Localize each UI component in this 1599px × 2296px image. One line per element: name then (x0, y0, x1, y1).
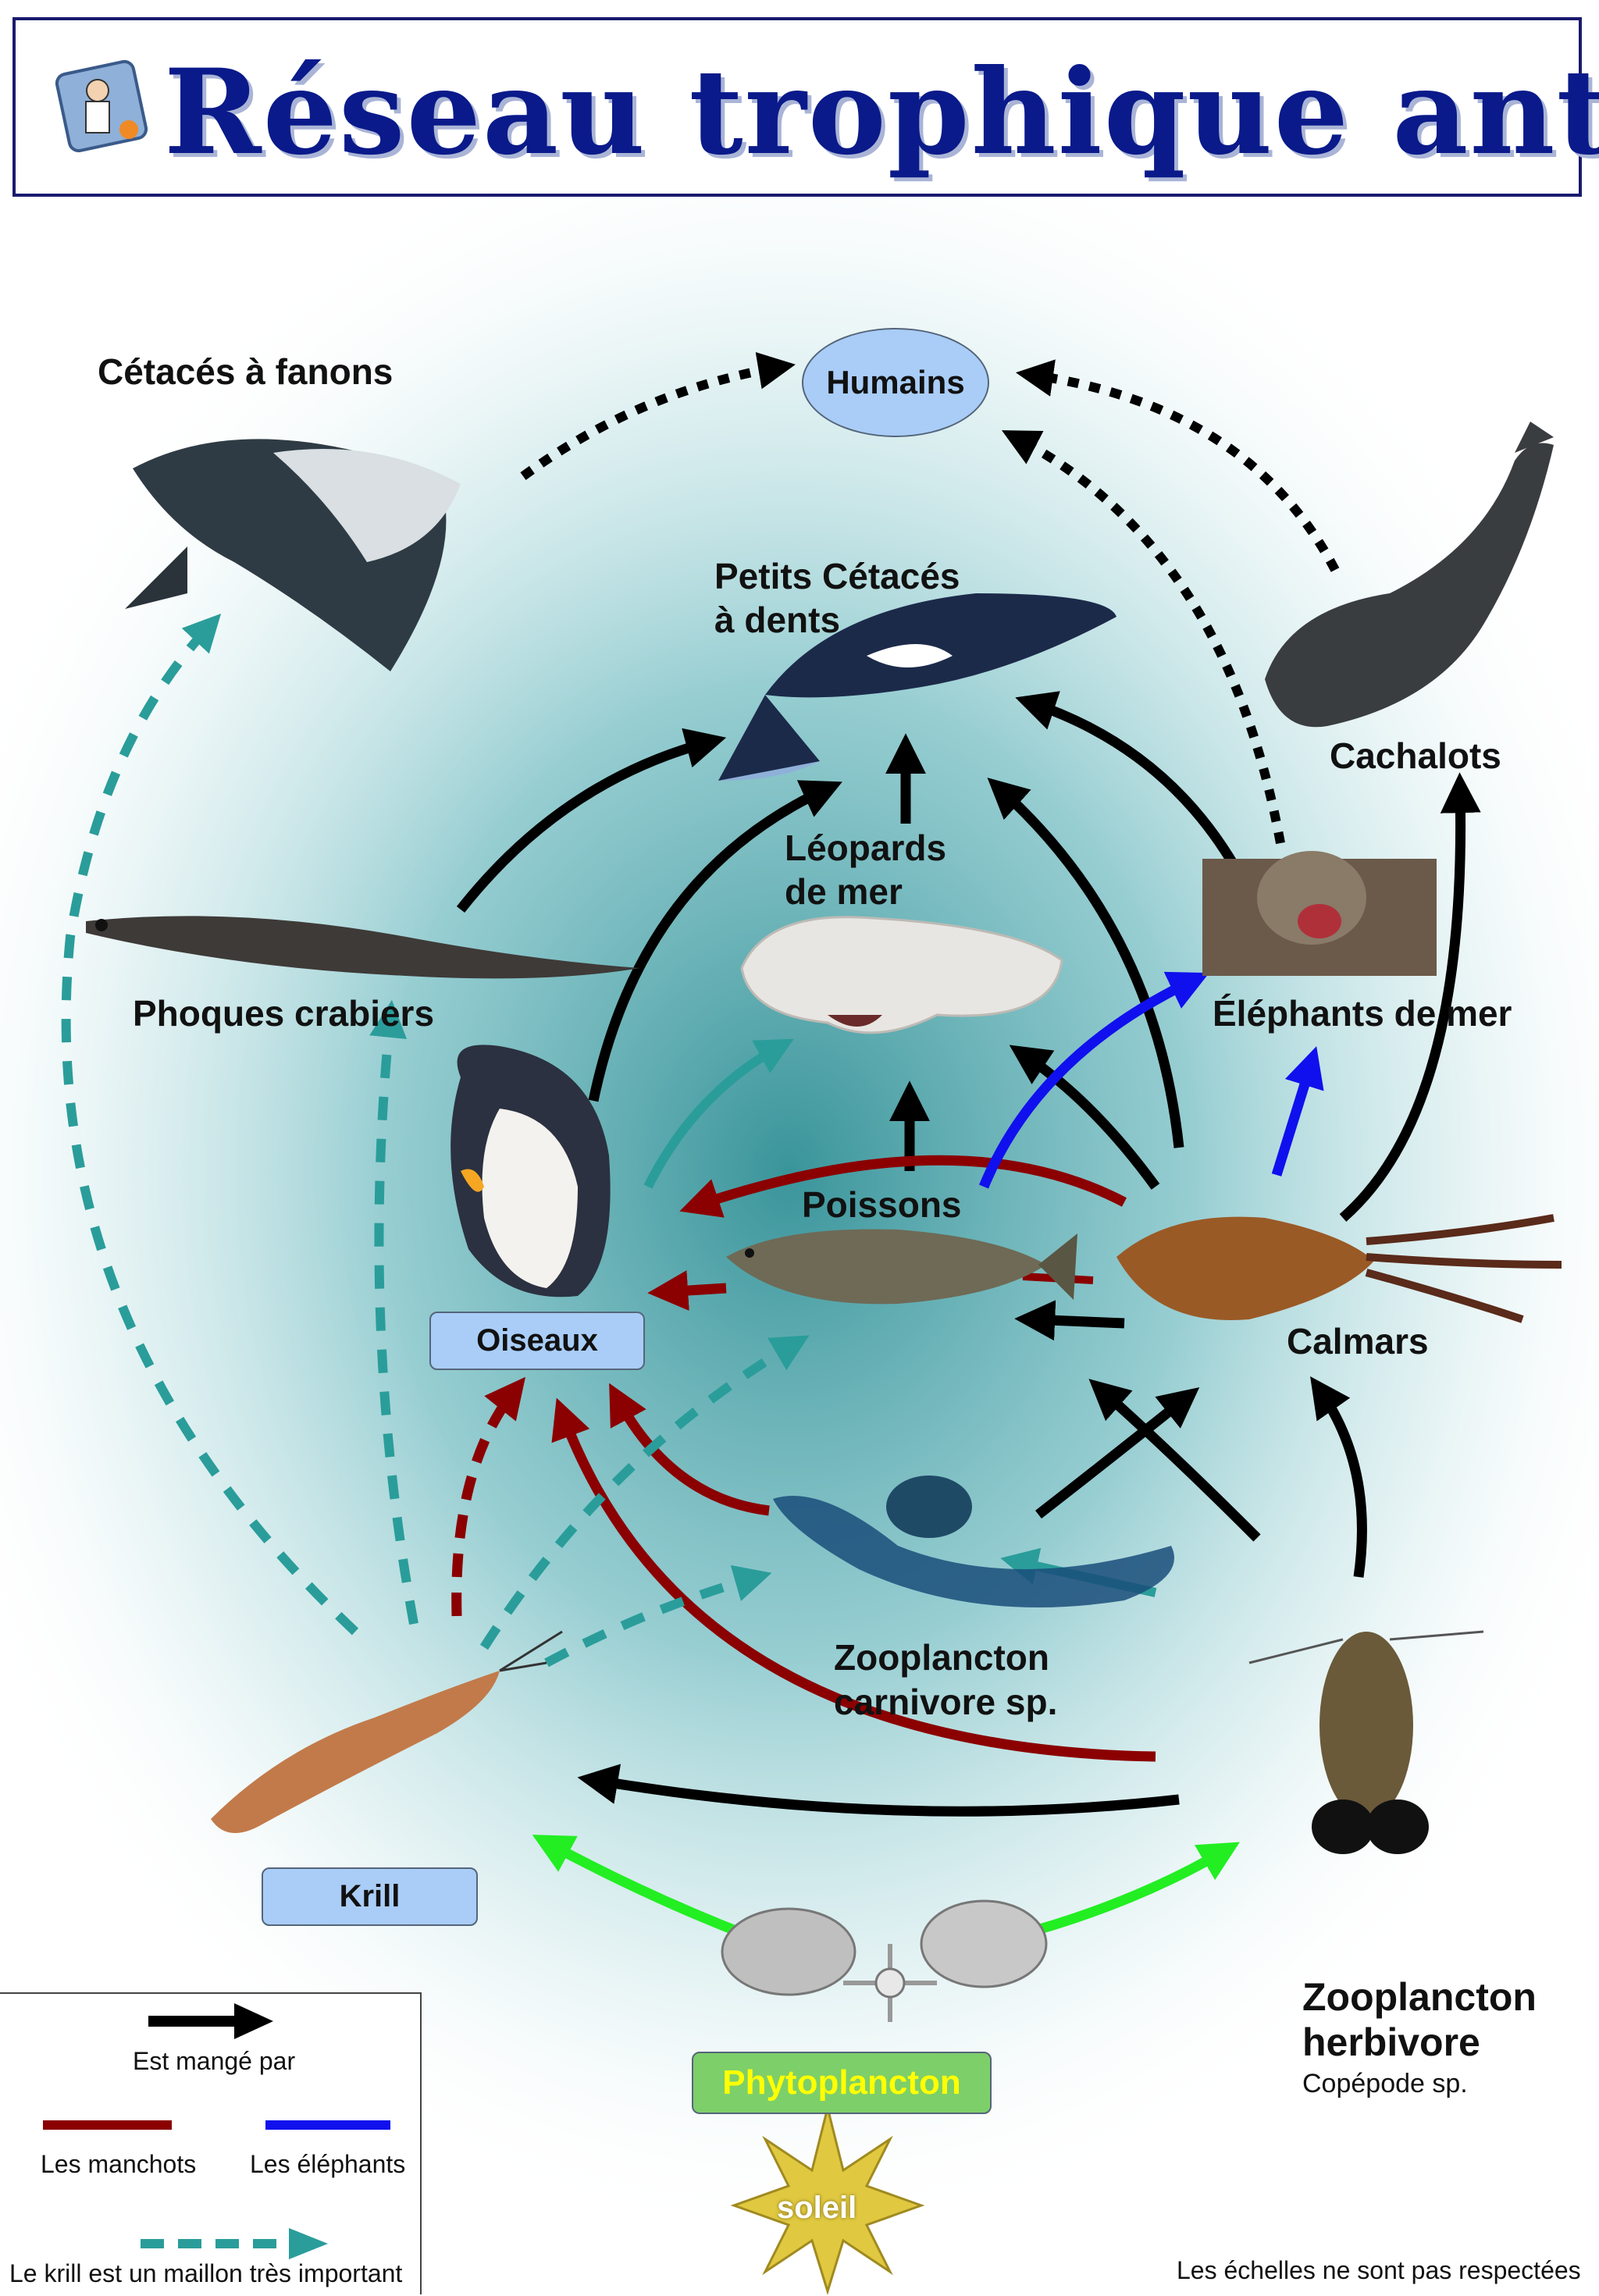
arrow-jelly-to-squid (1035, 1387, 1200, 1519)
scale-note: Les échelles ne sont pas respectées (1177, 2256, 1581, 2284)
arrow-krill-to-crabier (369, 999, 418, 1625)
arrow-krill-to-penguin-red (451, 1376, 525, 1617)
label-petits-cetaces-1: Petits Cétacés (714, 556, 960, 596)
arrow-fish-to-penguin-red (647, 1270, 727, 1312)
sperm-whale-icon (1265, 422, 1554, 728)
logo-icon (55, 59, 148, 153)
arrow-squid-to-leopard (1009, 1045, 1160, 1190)
label-zoo-herbivore-1: Zooplancton (1302, 1975, 1537, 2019)
title-banner: Réseau trophique antarctique (12, 17, 1599, 197)
label-zoo-carnivore-2: carnivore sp. (834, 1682, 1058, 1722)
label-calmars: Calmars (1287, 1321, 1429, 1362)
label-humains: Humains (826, 364, 965, 400)
arrow-phyto-to-copepod (1013, 1842, 1240, 1942)
arrow-squid-to-fish (1014, 1300, 1125, 1341)
label-zoo-carnivore-1: Zooplancton (834, 1637, 1049, 1678)
arrow-krill-to-fish (479, 1335, 810, 1650)
squid-icon (1116, 1214, 1562, 1323)
elephant-seal-icon (1202, 851, 1437, 976)
node-humains: Humains (802, 328, 989, 437)
label-leopards-2: de mer (785, 871, 903, 912)
arrow-copepod-to-krill (577, 1764, 1180, 1817)
label-zoo-herbivore-2: herbivore (1302, 2020, 1480, 2064)
copepod-icon (1248, 1630, 1484, 1854)
label-cetaces-fanons: Cétacés à fanons (98, 351, 394, 392)
page-title: Réseau trophique antarctique (164, 44, 1599, 181)
node-krill: Krill (262, 1867, 478, 1926)
krill-shrimp-icon (211, 1630, 563, 1833)
node-oiseaux: Oiseaux (429, 1312, 645, 1370)
label-soleil: soleil (777, 2191, 857, 2225)
jellyfish-icon (773, 1475, 1174, 1607)
arrow-copepod-to-penguin-red (551, 1397, 1156, 1762)
arrow-krill-to-baleen (61, 613, 359, 1636)
legend: Est mangé par Les manchots Les éléphants… (0, 1992, 422, 2294)
label-krill: Krill (339, 1879, 401, 1913)
sun-icon (730, 2107, 925, 2294)
baleen-whale-icon (125, 439, 461, 671)
legend-krill-note: Le krill est un maillon très important (9, 2259, 403, 2287)
label-cachalots: Cachalots (1330, 735, 1501, 776)
label-phoques-crabiers: Phoques crabiers (133, 993, 435, 1034)
arrow-phyto-to-krill (532, 1835, 752, 1942)
legend-manchots: Les manchots (41, 2150, 197, 2178)
legend-black-arrowhead (234, 2003, 273, 2039)
label-copepode: Copépode sp. (1302, 2069, 1468, 2098)
node-phytoplancton: Phytoplancton (692, 2052, 992, 2114)
label-leopards-1: Léopards (785, 828, 947, 868)
arrow-squid-to-elephant-blue (1271, 1046, 1324, 1176)
arrow-copepod-to-squid (1310, 1376, 1367, 1578)
arrow-squid-to-penguin-red (679, 1155, 1127, 1218)
arrow-penguin-to-orca (588, 780, 842, 1102)
fish-icon (726, 1229, 1077, 1305)
diatom-icon (721, 1899, 1048, 2022)
legend-elephants: Les éléphants (250, 2150, 406, 2178)
crabeater-seal-icon (86, 916, 640, 979)
arrow-copepod-to-fish (1088, 1379, 1261, 1542)
king-penguin-icon (450, 1045, 611, 1298)
arrow-squid-to-cachalot (1339, 772, 1481, 1222)
arrow-squid-to-orca (987, 778, 1184, 1148)
arrow-elephant-to-orca (1015, 691, 1246, 881)
label-phytoplancton: Phytoplancton (722, 2063, 961, 2102)
leopard-seal-icon (740, 916, 1063, 1034)
label-oiseaux: Oiseaux (476, 1323, 598, 1358)
arrow-fish-to-elephant-blue (978, 971, 1209, 1189)
arrow-jelly-to-penguin-red (609, 1383, 770, 1516)
orca-icon (718, 593, 1116, 781)
legend-teal-arrowhead (289, 2228, 328, 2259)
arrow-baleen-to-humans (520, 352, 796, 480)
arrow-elephant-to-humans (1001, 430, 1285, 845)
legend-eaten-by: Est mangé par (133, 2047, 296, 2075)
arrow-sperm-to-humans (1015, 359, 1340, 572)
arrow-penguin-to-leopard-teal (643, 1038, 794, 1189)
arrow-crabier-to-orca (456, 728, 727, 913)
label-elephants-de-mer: Éléphants de mer (1213, 993, 1512, 1034)
label-poissons: Poissons (802, 1184, 962, 1225)
label-petits-cetaces-2: à dents (714, 600, 841, 640)
